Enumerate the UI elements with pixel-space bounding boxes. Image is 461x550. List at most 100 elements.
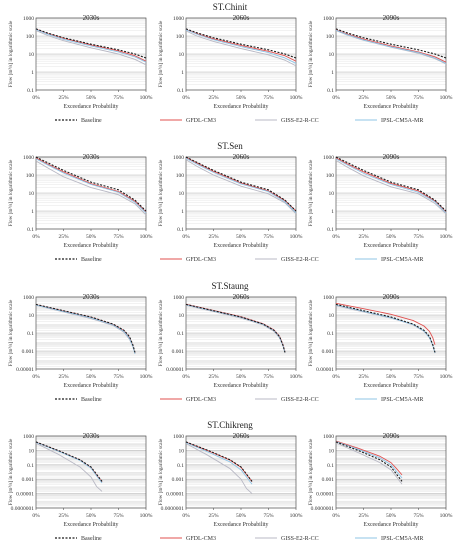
legend-label: GFDL-CM3: [186, 118, 216, 124]
x-tick-label: 50%: [386, 374, 397, 380]
x-tick-label: 100%: [140, 95, 153, 101]
y-tick-label: 1: [31, 209, 34, 215]
series-line-giss-e2-r-cc: [185, 30, 297, 67]
y-tick-label: 1: [181, 70, 184, 76]
x-tick-label: 100%: [290, 234, 303, 240]
y-tick-label: 10: [329, 448, 335, 454]
series-line-gfdl-cm3: [335, 440, 403, 476]
x-tick-label: 50%: [236, 234, 247, 240]
series-line-baseline: [35, 441, 103, 482]
y-tick-label: 1000: [323, 295, 334, 301]
y-tick-label: 0.1: [27, 227, 34, 233]
y-axis-label: Flow [m³/s] in logarithmic scale: [158, 159, 164, 226]
x-tick-label: 100%: [290, 513, 303, 519]
period-label: 2060s: [233, 14, 250, 22]
x-tick-label: 0%: [332, 513, 340, 519]
y-tick-label: 0.001: [22, 349, 35, 355]
y-tick-label: 0.001: [172, 477, 185, 483]
legend-item: GISS-E2-R-CC: [255, 257, 319, 263]
x-tick-label: 25%: [208, 513, 219, 519]
legend-item: GISS-E2-R-CC: [255, 118, 319, 124]
series-line-ipsl-cm5a-mr: [185, 157, 297, 214]
y-tick-label: 0.1: [27, 463, 34, 469]
x-tick-label: 25%: [58, 234, 69, 240]
legend-item: IPSL-CM5A-MR: [355, 397, 423, 403]
x-tick-label: 50%: [386, 513, 397, 519]
y-tick-label: 10: [29, 448, 35, 454]
y-tick-label: 0.1: [177, 227, 184, 233]
series-line-baseline: [185, 303, 286, 353]
x-tick-label: 25%: [208, 234, 219, 240]
y-tick-label: 100: [176, 173, 185, 179]
y-tick-label: 0.0000001: [161, 506, 185, 512]
series-line-baseline: [335, 28, 447, 59]
period-label: 2060s: [233, 293, 250, 301]
y-tick-label: 1000: [23, 295, 34, 301]
x-tick-label: 25%: [358, 513, 369, 519]
y-tick-label: 0.00001: [16, 367, 34, 373]
y-axis-label: Flow [m³/s] in logarithmic scale: [158, 299, 164, 366]
y-axis-label: Flow [m³/s] in logarithmic scale: [8, 20, 14, 87]
x-tick-label: 50%: [86, 95, 97, 101]
panel: 0.0000001 0.00001 0.001 0.1 10 1000 0% 25% 50% 75…: [308, 432, 453, 528]
series-line-giss-e2-r-cc: [35, 442, 103, 492]
station-group: ST.Staung 0.00001 0.001 0.1 10 1000 0% 25% 50% 75…: [8, 281, 453, 403]
x-axis-label: Exceedance Probability: [364, 383, 419, 389]
y-tick-label: 1000: [173, 16, 184, 22]
series-line-gfdl-cm3: [35, 157, 147, 213]
period-label: 2090s: [383, 293, 400, 301]
x-tick-label: 75%: [113, 95, 124, 101]
y-tick-label: 1000: [323, 434, 334, 440]
y-tick-label: 0.1: [177, 463, 184, 469]
series-line-gfdl-cm3: [335, 157, 447, 213]
x-tick-label: 100%: [290, 374, 303, 380]
series-line-baseline: [335, 441, 403, 482]
period-label: 2090s: [383, 14, 400, 22]
x-tick-label: 50%: [386, 234, 397, 240]
y-tick-label: 0.1: [27, 88, 34, 94]
legend-label: Baseline: [81, 536, 102, 542]
x-axis-label: Exceedance Probability: [214, 104, 269, 110]
y-axis-label: Flow [m³/s] in logarithmic scale: [308, 20, 314, 87]
legend-item: GFDL-CM3: [160, 397, 216, 403]
series-line-giss-e2-r-cc: [335, 442, 403, 485]
y-tick-label: 10: [29, 191, 35, 197]
y-tick-label: 1000: [23, 16, 34, 22]
legend-item: Baseline: [55, 118, 102, 124]
series-line-baseline: [35, 28, 147, 59]
series-line-ipsl-cm5a-mr: [35, 441, 103, 484]
series-line-giss-e2-r-cc: [185, 443, 253, 494]
x-tick-label: 100%: [440, 234, 453, 240]
x-tick-label: 0%: [182, 374, 190, 380]
x-tick-label: 25%: [58, 513, 69, 519]
x-tick-label: 75%: [113, 234, 124, 240]
legend-label: Baseline: [81, 118, 102, 124]
x-tick-label: 75%: [263, 374, 274, 380]
x-axis-label: Exceedance Probability: [364, 104, 419, 110]
y-tick-label: 100: [326, 34, 335, 40]
y-tick-label: 10: [29, 313, 35, 319]
x-tick-label: 0%: [182, 513, 190, 519]
legend-item: IPSL-CM5A-MR: [355, 118, 423, 124]
y-tick-label: 100: [176, 34, 185, 40]
legend-label: IPSL-CM5A-MR: [381, 257, 423, 263]
x-tick-label: 100%: [140, 374, 153, 380]
x-tick-label: 75%: [113, 513, 124, 519]
y-tick-label: 1: [181, 209, 184, 215]
y-tick-label: 1: [331, 209, 334, 215]
x-axis-label: Exceedance Probability: [214, 383, 269, 389]
y-tick-label: 1000: [323, 155, 334, 161]
y-axis-label: Flow [m³/s] in logarithmic scale: [8, 438, 14, 505]
x-axis-label: Exceedance Probability: [214, 522, 269, 528]
period-label: 2030s: [83, 293, 100, 301]
series-line-gfdl-cm3: [35, 28, 147, 62]
x-tick-label: 25%: [358, 374, 369, 380]
x-axis-label: Exceedance Probability: [214, 243, 269, 249]
y-tick-label: 10: [329, 313, 335, 319]
y-tick-label: 0.1: [177, 88, 184, 94]
series-line-baseline: [35, 303, 136, 353]
x-axis-label: Exceedance Probability: [64, 522, 119, 528]
y-tick-label: 0.1: [327, 463, 334, 469]
y-tick-label: 0.00001: [316, 492, 334, 498]
legend-label: GISS-E2-R-CC: [281, 257, 319, 263]
